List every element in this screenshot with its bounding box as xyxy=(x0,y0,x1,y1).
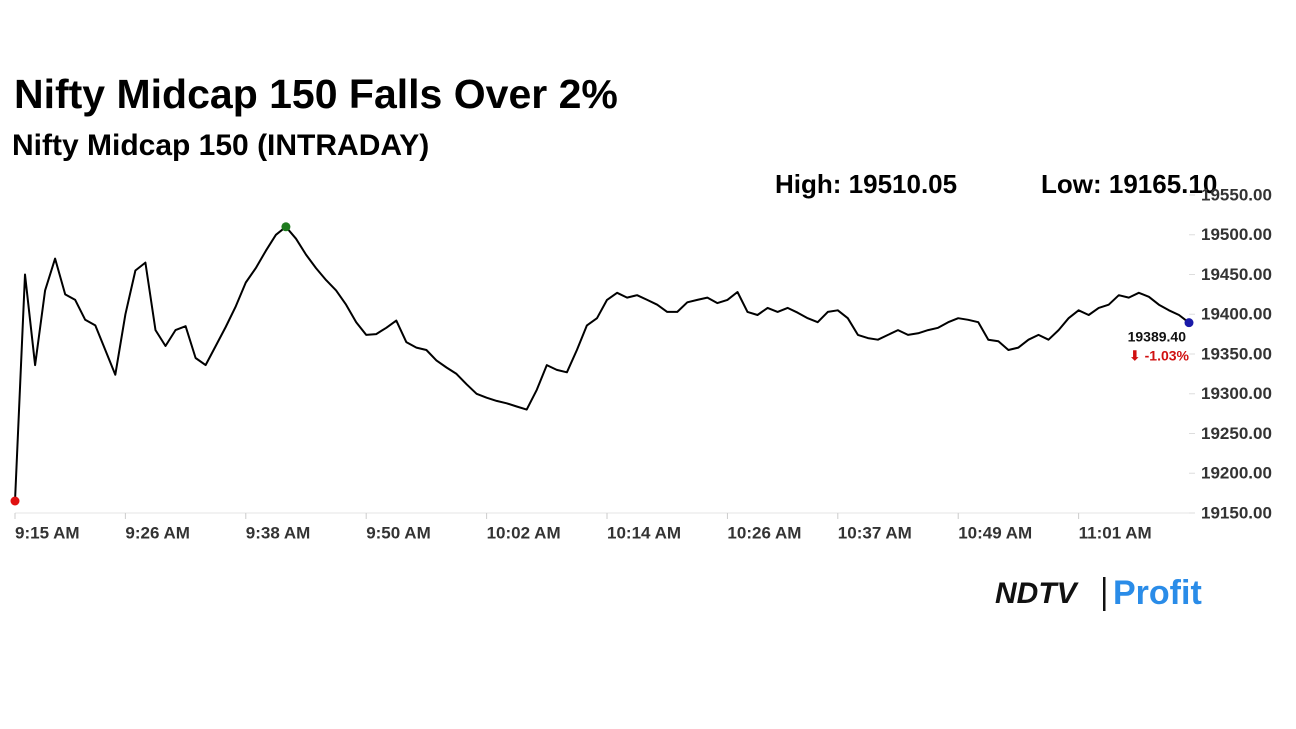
price-line xyxy=(14,225,1190,502)
x-tick-label: 10:14 AM xyxy=(607,523,681,542)
x-tick-label: 10:26 AM xyxy=(727,523,801,542)
chart-title: Nifty Midcap 150 Falls Over 2% xyxy=(14,71,618,117)
x-tick-label: 9:38 AM xyxy=(246,523,311,542)
brand-ndtv: NDTV xyxy=(995,577,1080,610)
high-marker xyxy=(281,222,291,232)
chart-subtitle: Nifty Midcap 150 (INTRADAY) xyxy=(12,129,429,162)
y-tick-label: 19500.00 xyxy=(1201,225,1272,244)
y-tick-label: 19250.00 xyxy=(1201,424,1272,443)
x-tick-label: 10:49 AM xyxy=(958,523,1032,542)
change-label: ⬇ -1.03% xyxy=(1129,347,1190,363)
y-tick-label: 19350.00 xyxy=(1201,344,1272,363)
low-label: Low: 19165.10 xyxy=(1041,169,1217,199)
y-tick-label: 19200.00 xyxy=(1201,464,1272,483)
last-marker xyxy=(1184,318,1194,328)
y-tick-label: 19550.00 xyxy=(1201,185,1272,204)
brand-divider xyxy=(1103,577,1106,611)
low-marker xyxy=(10,496,20,506)
brand-profit: Profit xyxy=(1113,574,1202,612)
x-tick-label: 9:50 AM xyxy=(366,523,431,542)
y-tick-label: 19400.00 xyxy=(1201,305,1272,324)
x-tick-label: 9:26 AM xyxy=(125,523,190,542)
x-tick-label: 10:37 AM xyxy=(838,523,912,542)
brand: NDTV Profit xyxy=(995,574,1202,612)
last-value-label: 19389.40 xyxy=(1128,328,1187,344)
y-tick-label: 19300.00 xyxy=(1201,384,1272,403)
x-tick-label: 11:01 AM xyxy=(1079,523,1152,542)
y-tick-label: 19450.00 xyxy=(1201,265,1272,284)
high-label: High: 19510.05 xyxy=(775,169,957,199)
x-tick-label: 10:02 AM xyxy=(487,523,561,542)
y-tick-label: 19150.00 xyxy=(1201,503,1272,522)
x-tick-label: 9:15 AM xyxy=(15,523,80,542)
